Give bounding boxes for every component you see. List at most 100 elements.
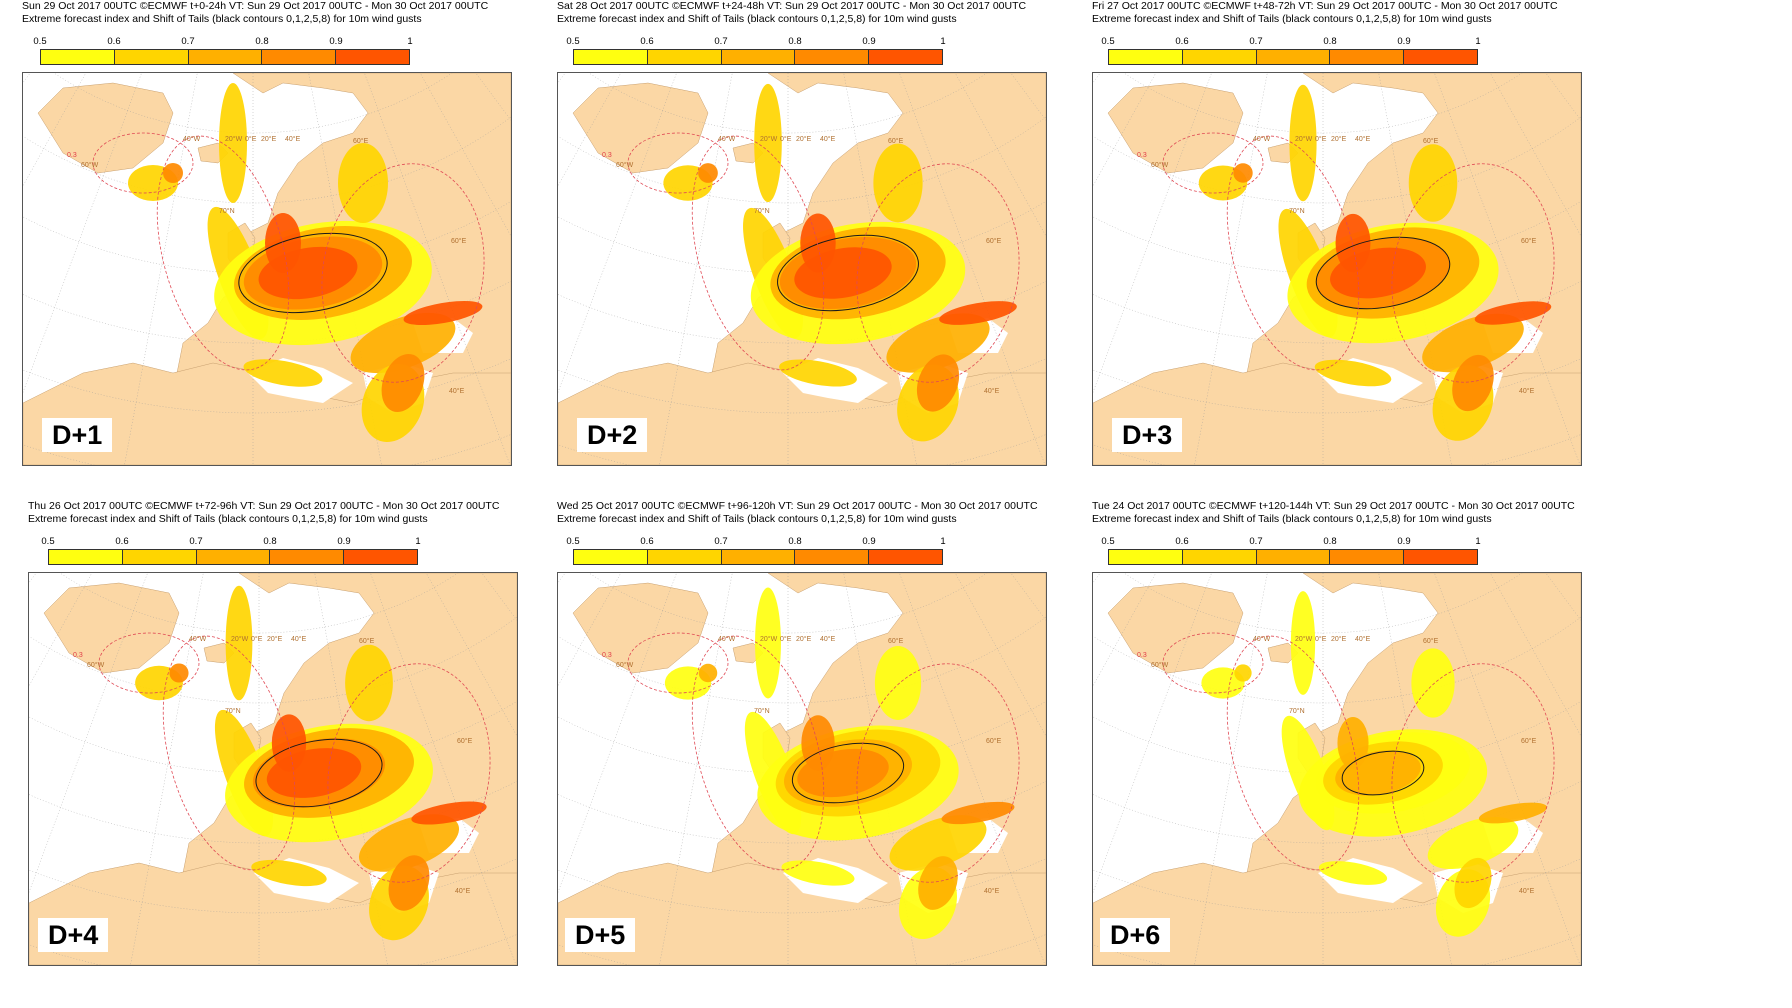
efi-dashed-contour <box>856 163 1020 383</box>
efi-shading <box>698 163 718 183</box>
colorbar-ticks: 0.5 0.6 0.7 0.8 0.9 1 <box>1101 36 1481 48</box>
efi-shading <box>1411 648 1455 718</box>
efi-shading <box>781 860 855 886</box>
colorbar-tick-label: 1 <box>940 536 946 547</box>
efi-shading <box>1201 667 1245 699</box>
panel-header-line1: Sun 29 Oct 2017 00UTC ©ECMWF t+0-24h VT:… <box>22 0 489 12</box>
efi-shading <box>889 815 987 871</box>
graticule-label: 40°E <box>984 887 1000 895</box>
efi-shading <box>941 801 1015 825</box>
efi-shading <box>271 714 307 772</box>
graticule-label: 40°W <box>189 635 207 643</box>
colorbar-tick-label: 1 <box>1475 36 1481 47</box>
colorbar-tick-label: 0.8 <box>788 536 802 547</box>
efi-shading <box>338 143 388 223</box>
efi-shading <box>219 83 247 203</box>
colorbar-tick-label: 0.5 <box>1101 36 1115 47</box>
panel-header-line2: Extreme forecast index and Shift of Tail… <box>557 13 957 25</box>
sot-contour <box>255 738 383 808</box>
graticule-label: 40°W <box>718 635 736 643</box>
graticule-label: 20°W <box>760 135 778 143</box>
graticule-label: 40°E <box>984 387 1000 395</box>
efi-shading <box>1452 354 1494 412</box>
efi-shading <box>1427 816 1519 870</box>
colorbar-swatch <box>188 50 263 64</box>
colorbar-swatch <box>336 50 409 64</box>
graticule-label: 60°E <box>359 637 375 645</box>
colorbar-tick-label: 0.8 <box>255 36 269 47</box>
colorbar-tick-label: 0.9 <box>329 36 343 47</box>
panel-header-line1: Wed 25 Oct 2017 00UTC ©ECMWF t+96-120h V… <box>557 500 1038 512</box>
graticule-label: 0°E <box>1315 635 1327 643</box>
colorbar: 0.5 0.6 0.7 0.8 0.9 1 <box>566 28 946 65</box>
map-canvas: 60°W40°W20°W0°E20°E40°E60°E70°N60°E40°E3… <box>23 73 511 465</box>
efi-dashed-contour <box>1162 132 1264 194</box>
efi-shading <box>345 644 393 722</box>
colorbar-tick-label: 0.5 <box>566 36 580 47</box>
colorbar-swatch <box>1256 550 1331 564</box>
graticule-label: 60°E <box>457 737 473 745</box>
colorbar: 0.5 0.6 0.7 0.8 0.9 1 <box>566 528 946 565</box>
colorbar-swatch <box>1182 550 1257 564</box>
graticule-label: 40°W <box>1253 135 1271 143</box>
sot-contour <box>1341 750 1425 796</box>
graticule-label: 60°E <box>1423 637 1439 645</box>
efi-panel-d4: Thu 26 Oct 2017 00UTC ©ECMWF t+72-96h VT… <box>0 500 520 970</box>
graticule-label: 70°N <box>225 707 241 715</box>
colorbar-tick-label: 0.5 <box>33 36 47 47</box>
efi-shading <box>1478 802 1548 824</box>
graticule-label: 20°E <box>261 135 277 143</box>
land-area <box>572 82 709 174</box>
colorbar-tick-label: 0.7 <box>1249 36 1263 47</box>
colorbar-swatch <box>262 50 337 64</box>
efi-shading <box>350 312 456 374</box>
colorbar-tick-label: 0.6 <box>115 536 129 547</box>
efi-shading <box>1289 84 1317 202</box>
efi-shading <box>243 359 323 387</box>
efi-shading <box>886 313 990 373</box>
colorbar-swatch <box>1330 550 1405 564</box>
colorbar-tick-label: 0.9 <box>862 536 876 547</box>
efi-shading <box>779 359 857 387</box>
efi-shading <box>754 83 782 203</box>
efi-shading <box>225 585 253 701</box>
colorbar-swatch <box>721 550 796 564</box>
panel-header-line1: Fri 27 Oct 2017 00UTC ©ECMWF t+48-72h VT… <box>1092 0 1558 12</box>
colorbar-ticks: 0.5 0.6 0.7 0.8 0.9 1 <box>566 36 945 48</box>
colorbar-swatch <box>49 550 123 564</box>
colorbar-tick-label: 0.6 <box>640 36 654 47</box>
colorbar-swatch <box>1330 50 1405 64</box>
colorbar-swatch <box>41 50 115 64</box>
colorbar-swatch <box>574 550 648 564</box>
sot-contour <box>791 742 905 804</box>
day-label: D+2 <box>577 418 648 452</box>
efi-shading <box>169 663 189 683</box>
panel-header-line2: Extreme forecast index and Shift of Tail… <box>28 513 428 525</box>
graticule-label: 60°E <box>1423 137 1439 145</box>
graticule-label: 20°W <box>1295 135 1313 143</box>
graticule-label: 20°W <box>231 635 249 643</box>
colorbar-tick-label: 0.6 <box>1175 36 1189 47</box>
colorbar-tick-label: 1 <box>407 36 413 47</box>
efi-shading <box>1337 717 1369 769</box>
graticule-label: 60°E <box>1521 237 1537 245</box>
day-label: D+1 <box>42 418 113 452</box>
graticule-label: 40°W <box>718 135 736 143</box>
colorbar-swatch <box>1109 50 1183 64</box>
graticule-label: 0°E <box>1315 135 1327 143</box>
panel-header-line2: Extreme forecast index and Shift of Tail… <box>1092 13 1492 25</box>
colorbar-tick-label: 0.7 <box>1249 536 1263 547</box>
graticule-label: 40°E <box>820 135 836 143</box>
map-canvas: 60°W40°W20°W0°E20°E40°E60°E70°N60°E40°E3… <box>558 73 1046 465</box>
panel-header-line2: Extreme forecast index and Shift of Tail… <box>1092 513 1492 525</box>
colorbar-tick-label: 0.5 <box>1101 536 1115 547</box>
graticule-label: 60°W <box>1151 161 1169 169</box>
graticule-label: 40°W <box>1253 635 1271 643</box>
panel-header-line2: Extreme forecast index and Shift of Tail… <box>557 513 957 525</box>
graticule-label: 60°W <box>616 161 634 169</box>
colorbar-swatch <box>270 550 345 564</box>
efi-dashed-contour <box>92 132 194 194</box>
graticule-label: 60°E <box>888 637 904 645</box>
efi-dashed-contour <box>691 135 825 371</box>
land-area <box>1107 82 1244 174</box>
